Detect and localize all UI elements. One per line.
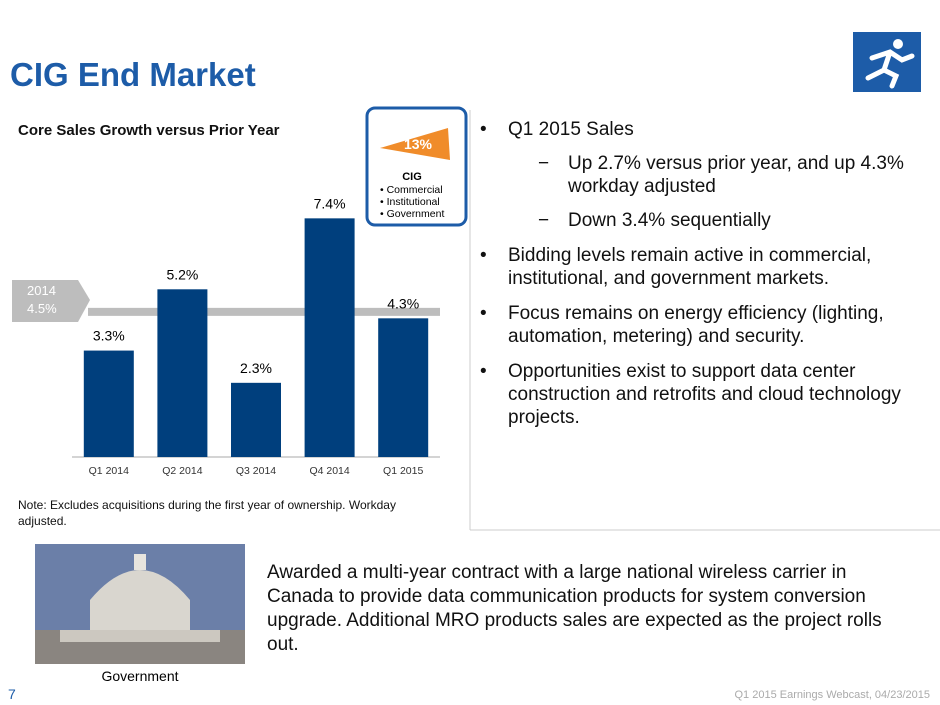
chart-title: Core Sales Growth versus Prior Year (18, 122, 280, 139)
bullet: Q1 2015 SalesUp 2.7% versus prior year, … (478, 118, 908, 232)
badge-item: • Government (380, 208, 444, 220)
bar (157, 289, 208, 457)
value-label: 3.3% (93, 328, 125, 344)
x-tick-label: Q4 2014 (309, 465, 349, 477)
bar (378, 318, 429, 457)
sub-bullet: Up 2.7% versus prior year, and up 4.3% w… (508, 152, 908, 198)
bullet: Focus remains on energy efficiency (ligh… (478, 302, 908, 348)
reference-name: 2014 (27, 283, 56, 298)
page-number: 7 (8, 686, 16, 702)
value-label: 7.4% (314, 195, 346, 211)
x-tick-label: Q3 2014 (236, 465, 276, 477)
sub-bullet: Down 3.4% sequentially (508, 209, 908, 232)
footer: Q1 2015 Earnings Webcast, 04/23/2015 (734, 689, 931, 701)
value-label: 2.3% (240, 360, 272, 376)
x-tick-label: Q2 2014 (162, 465, 202, 477)
badge-share: 13% (404, 136, 433, 152)
value-label: 4.3% (387, 295, 419, 311)
bar (83, 350, 134, 457)
x-tick-label: Q1 2014 (89, 465, 129, 477)
badge-item: • Institutional (380, 196, 440, 208)
badge: 13% CIG • Commercial• Institutional• Gov… (365, 106, 468, 227)
bullets: Q1 2015 SalesUp 2.7% versus prior year, … (478, 118, 908, 441)
value-label: 5.2% (166, 266, 198, 282)
reference-label: 4.5% (27, 301, 57, 316)
ref-tag (12, 280, 90, 322)
slide-title: CIG End Market (10, 56, 256, 93)
bar (304, 218, 355, 457)
badge-title: CIG (402, 171, 422, 183)
note: Note: Excludes acquisitions during the f… (18, 498, 396, 528)
bullet: Bidding levels remain active in commerci… (478, 244, 908, 290)
highlight: Awarded a multi-year contract with a lar… (267, 562, 882, 655)
x-tick-label: Q1 2015 (383, 465, 423, 477)
bar (231, 382, 281, 457)
logo (853, 32, 921, 92)
bullet: Opportunities exist to support data cent… (478, 360, 908, 429)
photo-caption: Government (101, 668, 179, 684)
badge-item: • Commercial (380, 184, 443, 196)
